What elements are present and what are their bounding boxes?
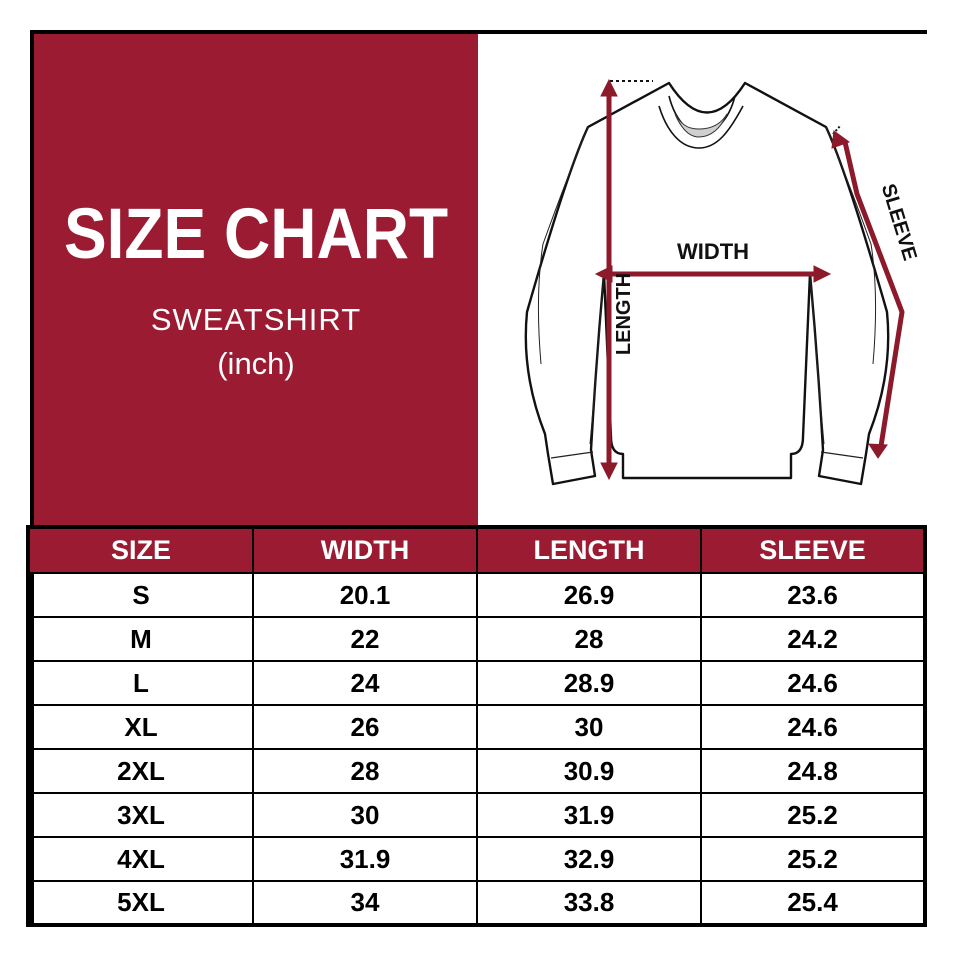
- svg-text:LENGTH: LENGTH: [613, 273, 635, 355]
- svg-text:WIDTH: WIDTH: [677, 239, 749, 264]
- svg-text:SLEEVE: SLEEVE: [877, 181, 921, 263]
